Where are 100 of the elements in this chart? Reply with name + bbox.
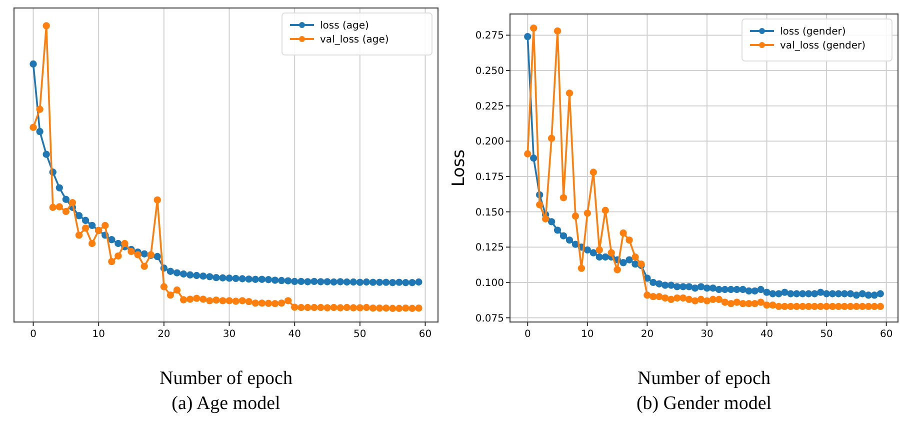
point [402, 279, 410, 286]
point [596, 253, 603, 261]
point [650, 278, 657, 286]
point [173, 286, 181, 294]
y-tick-label: 0.225 [475, 101, 504, 112]
text: (b) Gender model [636, 393, 772, 414]
point [330, 304, 338, 312]
point [668, 282, 675, 289]
point [219, 274, 226, 282]
x-tick-label: 50 [354, 329, 366, 340]
point [232, 298, 240, 305]
x-tick-label: 40 [760, 329, 774, 340]
point [733, 298, 740, 306]
point [715, 286, 723, 294]
point [870, 302, 878, 310]
point [49, 204, 56, 211]
point [336, 304, 344, 312]
point [864, 292, 872, 299]
point [232, 274, 240, 282]
point [173, 269, 181, 276]
point [284, 277, 292, 284]
point [602, 253, 609, 261]
legend-label: loss (gender) [780, 26, 846, 38]
point [271, 300, 279, 308]
point [252, 276, 259, 283]
point [252, 299, 259, 307]
point [757, 298, 764, 306]
x-tick-label: 0 [30, 329, 36, 340]
point [102, 222, 109, 230]
point [68, 199, 76, 206]
point [656, 280, 663, 288]
x-tick-label: 0 [524, 329, 531, 340]
point [822, 290, 830, 298]
point [662, 294, 669, 302]
point [781, 288, 788, 296]
y-tick-label: 0.250 [475, 66, 504, 78]
point [691, 297, 699, 304]
point [226, 297, 233, 304]
x-axis-title: Number of epoch [160, 368, 293, 389]
point [876, 290, 884, 298]
point [697, 283, 705, 290]
point [757, 286, 764, 294]
point [356, 278, 364, 286]
point [369, 304, 377, 312]
point [548, 218, 556, 226]
point [271, 276, 279, 284]
point [324, 278, 331, 286]
x-tick-label: 30 [222, 329, 236, 340]
point [310, 278, 318, 286]
point [602, 206, 609, 214]
point [852, 292, 860, 299]
point [212, 296, 220, 304]
point [751, 300, 758, 308]
point [572, 212, 580, 220]
point [396, 278, 403, 286]
point [721, 286, 729, 294]
y-tick-label: 0.075 [475, 313, 504, 324]
point [816, 288, 824, 296]
point [317, 304, 324, 312]
point [278, 276, 286, 284]
point [697, 296, 705, 303]
point [42, 22, 50, 30]
point [858, 290, 866, 298]
point [219, 297, 226, 304]
point [56, 203, 64, 210]
point [864, 302, 872, 310]
point [388, 279, 396, 286]
point [834, 290, 842, 298]
point [679, 294, 687, 302]
point [108, 236, 116, 244]
point [679, 283, 687, 290]
point [626, 236, 633, 244]
point [733, 286, 740, 294]
point [200, 296, 207, 303]
point [42, 150, 50, 158]
point [727, 300, 735, 308]
point [691, 284, 699, 292]
y-tick-label: 0.125 [475, 242, 504, 254]
point [330, 278, 338, 286]
point [846, 290, 854, 298]
point [212, 274, 220, 282]
point [745, 287, 752, 295]
x-tick-label: 60 [880, 329, 893, 340]
point [200, 272, 207, 280]
point [566, 90, 574, 97]
point [154, 196, 161, 204]
point [36, 128, 44, 136]
point [206, 273, 214, 280]
point [154, 252, 161, 260]
point [828, 302, 836, 310]
point [88, 222, 96, 230]
point [840, 290, 848, 298]
x-tick-label: 20 [158, 329, 170, 340]
point [673, 294, 681, 302]
point [668, 296, 675, 303]
legend-label: val_loss (gender) [780, 40, 866, 52]
point [304, 304, 312, 312]
point [566, 236, 574, 244]
point [402, 304, 410, 312]
point [56, 184, 64, 192]
